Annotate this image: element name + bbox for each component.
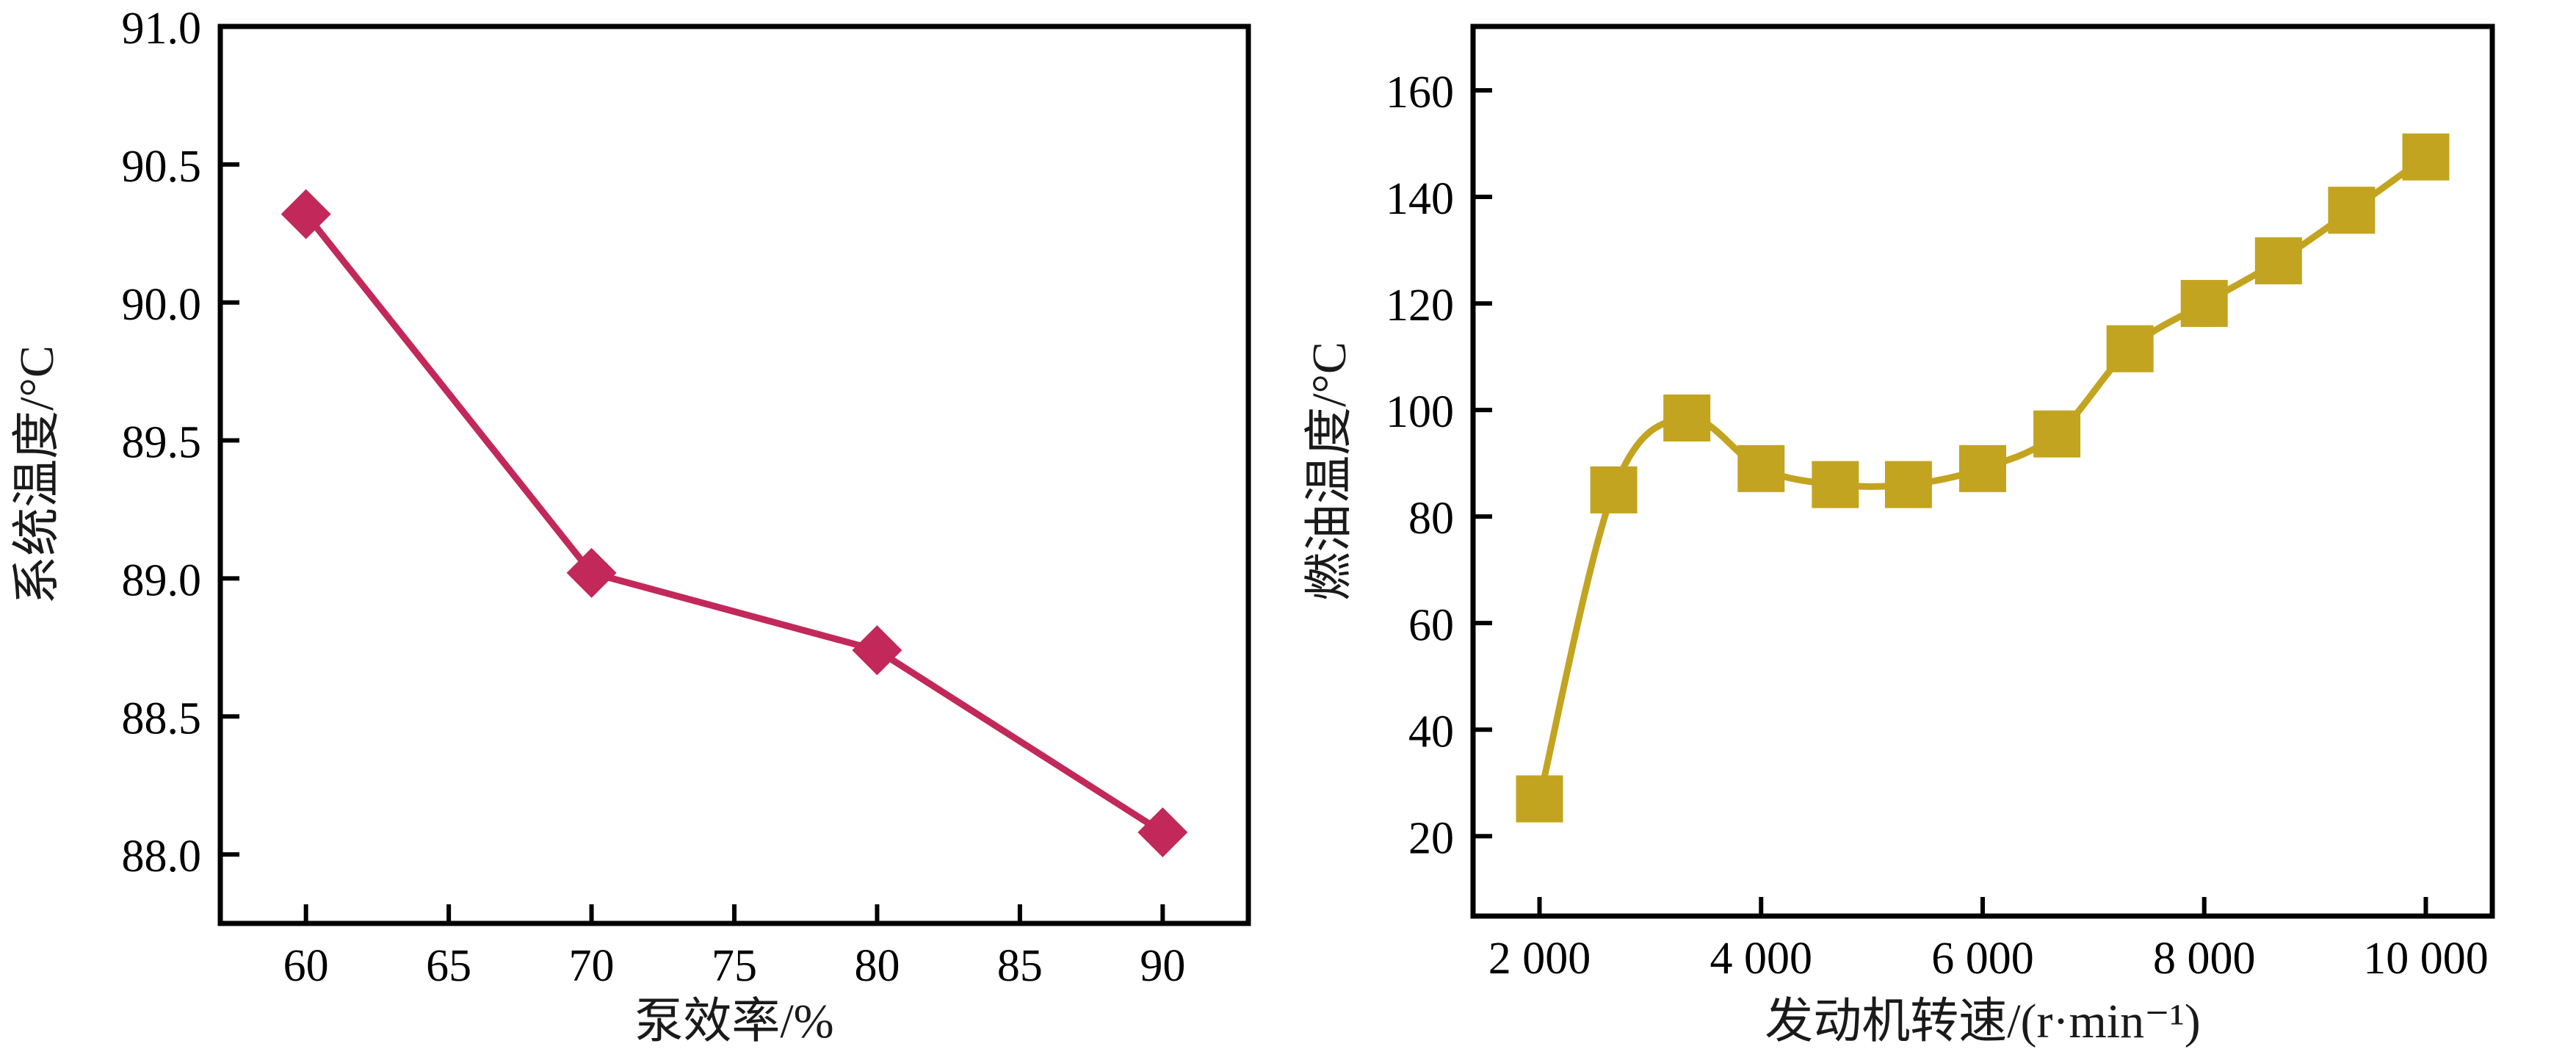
data-point-square-marker xyxy=(1737,444,1785,492)
data-point-diamond-marker xyxy=(281,189,331,239)
right-x-axis-title: 发动机转速/(r·min⁻¹) xyxy=(1765,995,2201,1048)
data-point-square-marker xyxy=(1590,466,1638,514)
right-y-tick-marks xyxy=(1473,88,1492,839)
data-point-diamond-marker xyxy=(566,547,617,598)
chart-panel-right: 20 40 60 80 100 120 140 160 2 000 4 000 6 000 8 00… xyxy=(1288,0,2576,1063)
y-tick-label: 120 xyxy=(1386,281,1454,331)
left-y-tick-labels: 88.0 88.5 89.0 89.5 90.0 90.5 91.0 xyxy=(122,4,202,882)
x-tick-label: 10 000 xyxy=(2363,934,2489,984)
left-series-line xyxy=(303,210,1166,836)
data-point-square-marker xyxy=(2402,133,2450,181)
y-tick-label: 80 xyxy=(1408,494,1454,544)
data-point-diamond-marker xyxy=(852,625,902,676)
right-y-tick-labels: 20 40 60 80 100 120 140 160 xyxy=(1386,68,1454,863)
data-point-square-marker xyxy=(1812,461,1859,508)
x-tick-label: 80 xyxy=(854,941,900,991)
y-tick-label: 160 xyxy=(1386,68,1454,118)
left-y-tick-marks xyxy=(220,24,239,857)
right-y-axis-title: 燃油温度/°C xyxy=(1303,342,1356,601)
data-point-square-marker xyxy=(2106,325,2154,372)
y-tick-label: 100 xyxy=(1386,387,1454,437)
right-chart-svg: 20 40 60 80 100 120 140 160 2 000 4 000 6 000 8 00… xyxy=(1303,24,2495,1048)
right-plot-frame xyxy=(1470,24,2495,919)
y-tick-label: 88.5 xyxy=(122,693,202,743)
data-point-square-marker xyxy=(2180,280,2228,328)
chart-panel-left: 88.0 88.5 89.0 89.5 90.0 90.5 91.0 60 65 70 75 80 8… xyxy=(10,4,1251,1048)
x-tick-label: 4 000 xyxy=(1710,934,1813,984)
data-point-square-marker xyxy=(2328,187,2376,234)
right-x-tick-marks xyxy=(1537,897,2428,916)
x-tick-label: 6 000 xyxy=(1931,934,2034,984)
data-point-square-marker xyxy=(2254,237,2302,285)
data-point-square-marker xyxy=(2033,410,2081,458)
y-tick-label: 40 xyxy=(1408,707,1454,757)
right-series-markers xyxy=(1516,133,2450,823)
x-tick-label: 70 xyxy=(569,941,615,991)
x-tick-label: 85 xyxy=(997,941,1043,991)
x-tick-label: 75 xyxy=(712,941,757,991)
data-point-square-marker xyxy=(1663,394,1711,442)
x-tick-label: 90 xyxy=(1140,941,1185,991)
data-point-square-marker xyxy=(1884,461,1932,508)
left-y-axis-title: 系统温度/°C xyxy=(10,345,64,605)
y-tick-label: 90.0 xyxy=(122,280,202,330)
y-tick-label: 91.0 xyxy=(122,4,202,54)
data-point-square-marker xyxy=(1959,444,2006,492)
data-point-square-marker xyxy=(1516,775,1563,823)
left-series-markers xyxy=(281,189,1188,857)
y-tick-label: 140 xyxy=(1386,174,1454,224)
x-tick-label: 65 xyxy=(426,941,471,991)
right-x-tick-labels: 2 000 4 000 6 000 8 000 10 000 xyxy=(1488,934,2489,984)
y-tick-label: 20 xyxy=(1408,813,1454,863)
y-tick-label: 60 xyxy=(1408,600,1454,650)
y-tick-label: 90.5 xyxy=(122,142,202,192)
left-x-axis-title: 泵效率/% xyxy=(634,995,833,1048)
left-plot-frame xyxy=(217,24,1251,926)
left-x-tick-marks xyxy=(303,904,1165,923)
y-tick-label: 89.0 xyxy=(122,555,202,605)
x-tick-label: 60 xyxy=(283,941,329,991)
left-x-tick-labels: 60 65 70 75 80 85 90 xyxy=(283,941,1186,991)
y-tick-label: 89.5 xyxy=(122,418,202,468)
y-tick-label: 88.0 xyxy=(122,832,202,882)
x-tick-label: 8 000 xyxy=(2153,934,2256,984)
left-chart-svg: 88.0 88.5 89.0 89.5 90.0 90.5 91.0 60 65 70 75 80 8… xyxy=(10,4,1251,1048)
x-tick-label: 2 000 xyxy=(1488,934,1591,984)
data-point-diamond-marker xyxy=(1137,807,1188,857)
